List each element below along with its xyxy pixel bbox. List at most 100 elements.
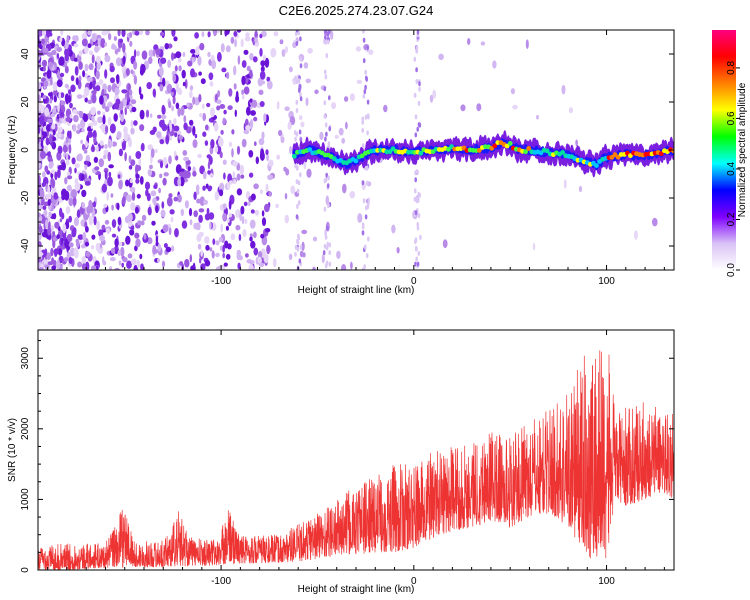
spectrogram-noise-blob	[45, 219, 49, 229]
spectrogram-streak-blob	[299, 56, 303, 62]
spectrogram-streak-blob	[325, 53, 329, 59]
spectrogram-streak-blob	[364, 84, 367, 90]
spectrogram-noise-blob	[120, 115, 124, 122]
spectrogram-noise-blob	[356, 79, 362, 84]
spectrogram-noise-blob	[101, 224, 106, 231]
spectrogram-noise-blob	[276, 154, 281, 160]
spectrogram-noise-blob	[38, 267, 44, 270]
spectrogram-noise-blob	[83, 87, 90, 97]
spectrogram-noise-blob	[109, 257, 116, 262]
spectrogram-noise-blob	[240, 174, 245, 179]
spectrogram-noise-blob	[242, 229, 247, 238]
spectrogram-noise-blob	[221, 67, 227, 73]
spectrogram-noise-blob	[186, 102, 190, 108]
spectrogram-noise-blob	[88, 63, 94, 71]
spectrogram-noise-blob	[343, 96, 349, 102]
spectrogram-noise-blob	[76, 94, 83, 99]
spectrogram-noise-blob	[510, 88, 515, 95]
spectrogram-noise-blob	[182, 81, 186, 87]
spectrogram-noise-blob	[250, 118, 254, 129]
spectrogram-noise-blob	[305, 78, 311, 84]
spectrogram-noise-blob	[76, 209, 81, 219]
spectrogram-streak-blob	[366, 45, 369, 51]
spectrogram-noise-blob	[117, 48, 121, 52]
spectrogram-noise-blob	[153, 184, 158, 190]
spectrogram-noise-blob	[178, 65, 182, 72]
spectrogram-noise-blob	[202, 112, 207, 122]
spectrogram-noise-blob	[70, 84, 76, 93]
spectrogram-streak-blob	[325, 172, 329, 178]
spectrogram-noise-blob	[140, 263, 144, 270]
spectrogram-noise-blob	[192, 170, 197, 177]
ridge-core	[544, 148, 550, 154]
spectrogram-noise-blob	[270, 47, 277, 58]
spectrogram-streak-blob	[295, 99, 299, 105]
spectrogram-noise-blob	[149, 113, 153, 118]
spectrogram-noise-blob	[68, 197, 74, 207]
spectrogram-noise-blob	[58, 56, 65, 66]
spectrogram-noise-blob	[91, 144, 95, 152]
spectrogram-noise-blob	[38, 231, 42, 241]
spectrogram-streak-blob	[326, 241, 330, 247]
spectrogram-noise-blob	[54, 221, 60, 229]
spectrogram-noise-blob	[78, 50, 83, 57]
spectrogram-noise-blob	[77, 234, 84, 240]
spectrogram-noise-blob	[128, 155, 132, 164]
spectrogram-noise-blob	[96, 63, 101, 71]
spectrogram-noise-blob	[51, 178, 56, 189]
spectrogram-noise-blob	[220, 43, 225, 53]
spectrogram-noise-blob	[196, 233, 202, 242]
spectrogram-noise-blob	[287, 121, 292, 130]
spectrogram-streak-blob	[362, 93, 366, 99]
spectrogram-noise-blob	[189, 254, 192, 263]
spectrogram-streak-blob	[364, 114, 368, 120]
spectrogram-streak-blob	[414, 237, 418, 243]
spectrogram-noise-blob	[48, 211, 52, 218]
spectrogram-noise-blob	[211, 59, 217, 70]
spectrogram-noise-blob	[98, 158, 105, 168]
spectrogram-noise-blob	[46, 52, 53, 57]
spectrogram-noise-blob	[50, 78, 53, 86]
spectrogram-noise-blob	[532, 242, 536, 251]
spectrogram-noise-blob	[46, 252, 52, 260]
spectrogram-streak-blob	[363, 89, 367, 95]
spectrogram-noise-blob	[57, 126, 63, 134]
spectrogram-streak-blob	[324, 122, 328, 128]
spectrogram-noise-blob	[368, 49, 374, 55]
spectrogram-noise-blob	[243, 129, 250, 135]
colorbar-tick-label: 0.2	[726, 212, 737, 226]
spectrogram-streak-blob	[323, 100, 327, 106]
spectrogram-noise-blob	[87, 99, 93, 105]
spectrogram-noise-blob	[154, 148, 158, 153]
spectrogram-noise-blob	[232, 171, 236, 179]
spectrogram-noise-blob	[238, 233, 242, 241]
spectrogram-noise-blob	[89, 81, 93, 90]
spectrogram-streak-blob	[416, 225, 420, 231]
spectrogram-streak-blob	[324, 30, 327, 34]
spectrogram-noise-blob	[266, 76, 271, 82]
spectrogram-noise-blob	[234, 109, 237, 118]
spectrogram-noise-blob	[38, 125, 41, 135]
spectrogram-noise-blob	[319, 131, 324, 140]
spectrogram-noise-blob	[159, 160, 164, 169]
spectrogram-noise-blob	[173, 36, 178, 42]
spectrogram-noise-blob	[59, 72, 65, 78]
spectrogram-noise-blob	[133, 60, 138, 70]
colorbar-tick-label: 0.8	[726, 61, 737, 75]
ridge-core	[526, 146, 532, 151]
spectrogram-noise-blob	[206, 154, 212, 159]
spectrogram-noise-blob	[74, 178, 79, 186]
spectrogram-streak-blob	[328, 261, 332, 267]
spectrogram-noise-blob	[261, 210, 265, 217]
spectrogram-noise-blob	[235, 209, 241, 218]
spectrogram-noise-blob	[169, 209, 175, 215]
spectrogram-noise-blob	[139, 93, 144, 100]
spectrogram-streak-blob	[324, 136, 327, 142]
spectrogram-noise-blob	[189, 90, 193, 99]
spectrogram-noise-blob	[250, 209, 255, 214]
spectrogram-streak-blob	[417, 100, 421, 106]
spectrogram-noise-blob	[207, 185, 213, 191]
spectrogram-noise-blob	[126, 90, 130, 100]
spectrogram-noise-blob	[72, 124, 77, 132]
